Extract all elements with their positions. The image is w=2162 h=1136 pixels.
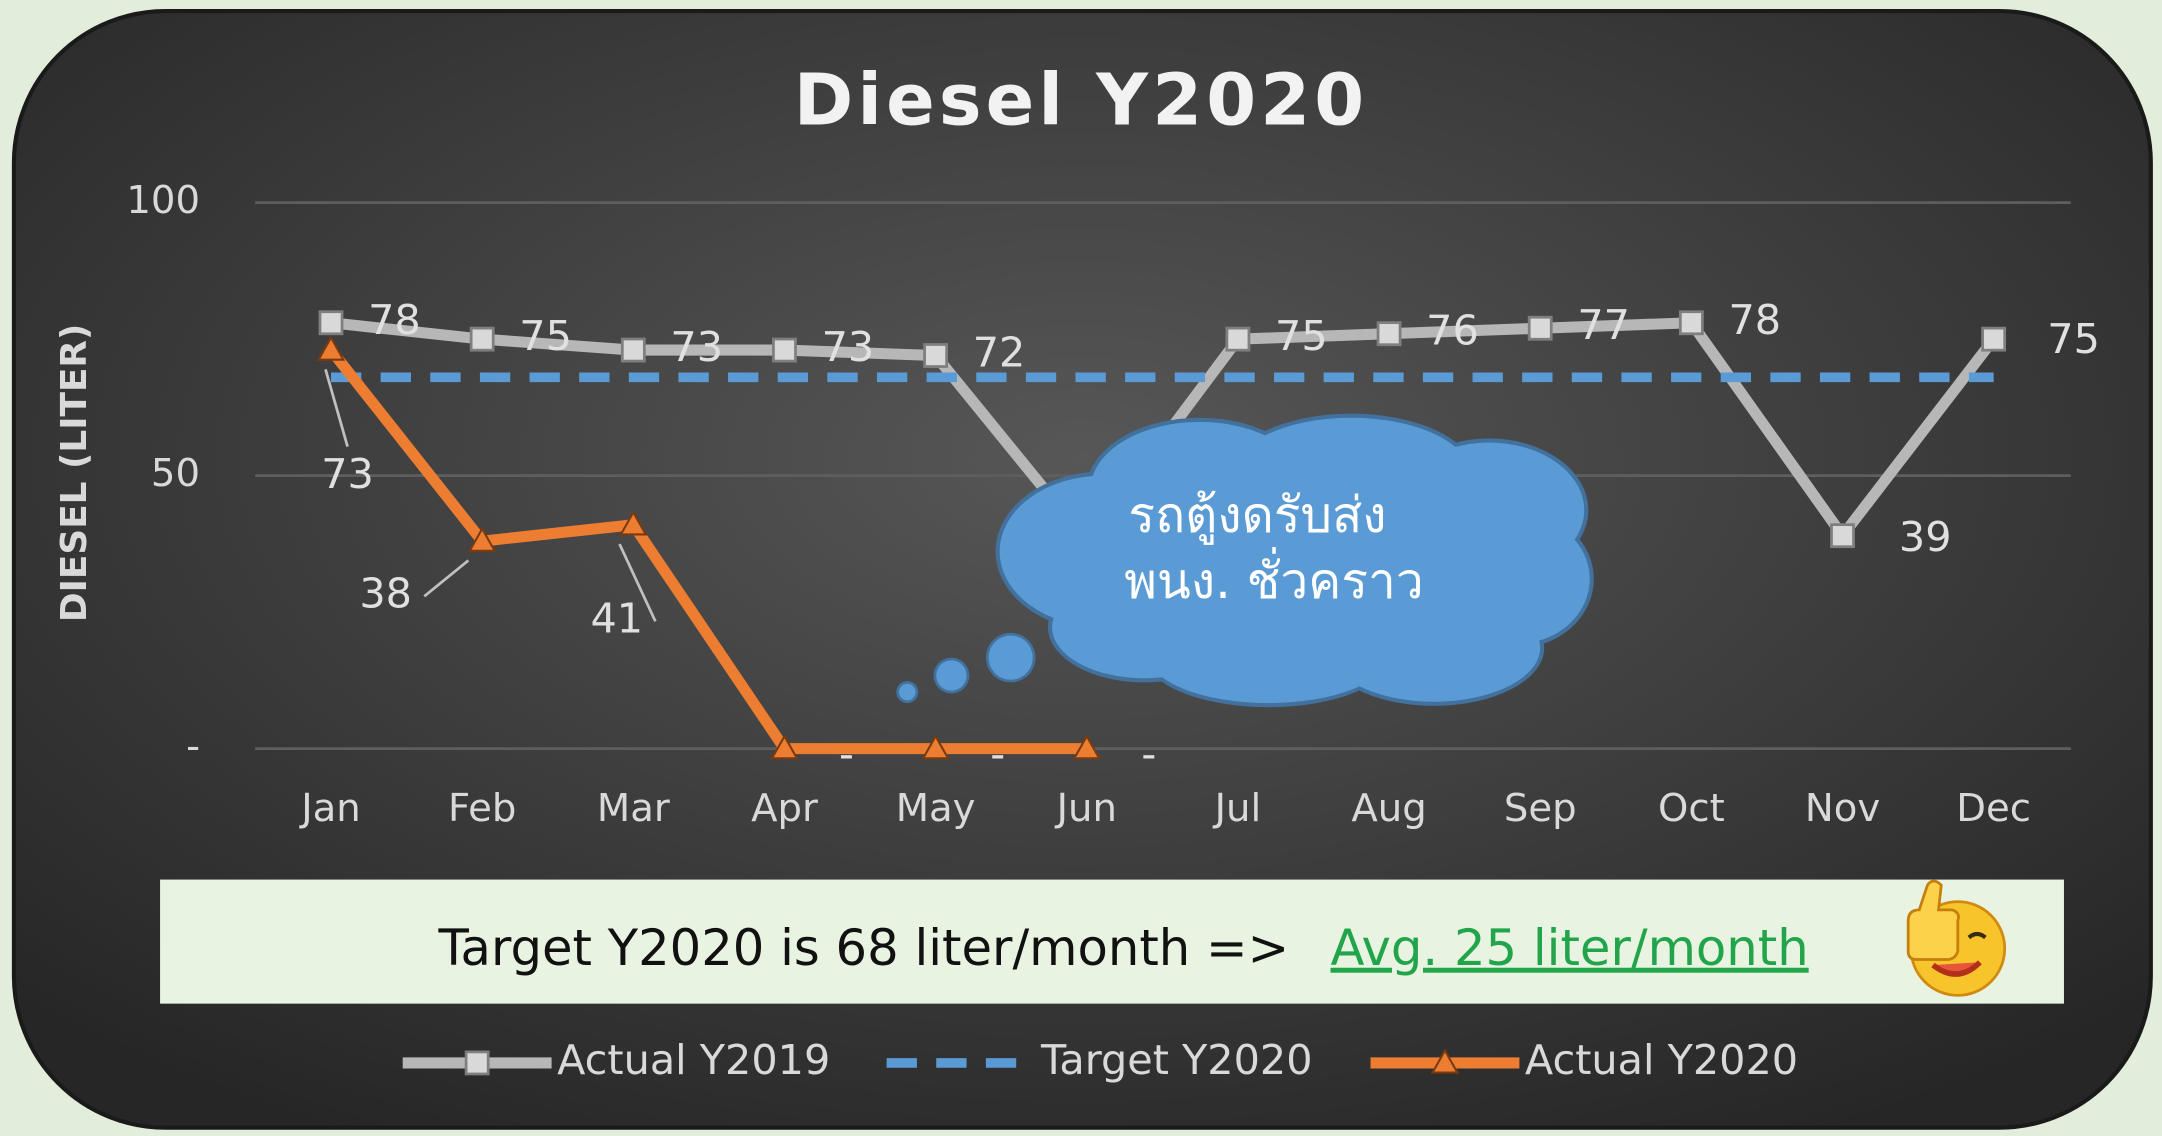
y-tick-label: - [186,724,200,769]
x-tick-label: Jan [299,786,361,831]
legend-item: Actual Y2019 [402,1036,830,1084]
point [1830,523,1855,549]
x-tick-label: Feb [448,786,516,831]
legend-item: Actual Y2020 [1370,1036,1798,1084]
data-label: 76 [1426,307,1479,355]
leader-line [423,559,470,598]
point [1225,326,1251,352]
x-tick-label: Sep [1504,786,1577,831]
y-axis-label: DIESEL (LITER) [54,324,95,623]
legend-label: Actual Y2019 [557,1036,830,1084]
data-label: 73 [321,450,374,498]
x-tick-label: Jul [1213,786,1262,831]
data-label: 75 [2047,315,2100,363]
point [923,343,949,368]
data-label: 73 [822,323,875,371]
data-label: - [990,730,1005,778]
data-label: - [1141,730,1156,778]
annotation-cloud: รถตู้งดรับส่ง พนง. ชั่วคราว [896,413,1594,708]
point [921,734,950,760]
point [1072,734,1101,760]
chart-title: Diesel Y2020 [794,57,1368,141]
data-label: 72 [973,329,1026,377]
data-label: 38 [359,569,412,617]
point [316,335,346,361]
x-tick-label: May [896,786,976,831]
data-label: 39 [1899,513,1952,561]
series: 78 75 73 73 72 75 76 77 78 39 75 [318,296,2100,561]
point [1527,315,1553,341]
point [619,510,648,536]
point [1376,321,1402,347]
data-label: - [839,730,854,778]
leader-line [618,543,657,622]
point [318,310,344,336]
x-tick-label: Apr [751,786,818,831]
legend-label: Actual Y2020 [1525,1036,1798,1084]
x-tick-label: Aug [1351,786,1426,831]
point [620,337,646,363]
data-label: 77 [1577,301,1630,349]
legend-marker [464,1050,490,1076]
annotation-line: พนง. ชั่วคราว [1124,547,1424,610]
plot: 78 75 73 73 72 75 76 77 78 39 75 73 38 41 - - - [316,296,2100,778]
point [1981,326,2007,352]
grid: - 50 100 Jan Feb Mar Apr May Jun Jul Aug Sep Oct Nov D… [126,178,2071,831]
x-tick-label: Oct [1658,786,1725,831]
x-tick-label: Jun [1055,786,1117,831]
thumbs-up-emoji [1906,879,2007,997]
legend-label: Target Y2020 [1040,1036,1313,1084]
legend-marker [1430,1048,1460,1074]
x-tick-label: Mar [597,786,670,831]
data-label: 78 [368,296,421,344]
legend: Actual Y2019 Target Y2020 Actual Y2020 [402,1036,1798,1084]
point [469,326,495,352]
banner-highlight: Avg. 25 liter/month [1331,919,1809,977]
data-label: 75 [519,312,572,360]
data-label: 41 [590,594,643,642]
annotation-line: รถตู้งดรับส่ง [1128,486,1386,545]
point [467,526,497,552]
leader-line [324,368,349,447]
banner [160,879,2064,1004]
data-label: 78 [1728,296,1781,344]
point [772,337,797,363]
series: 73 38 41 - - - [316,335,1156,778]
banner-text: Target Y2020 is 68 liter/month => [437,919,1289,977]
data-label: 73 [670,323,723,371]
x-tick-label: Dec [1956,786,2031,831]
point [1678,310,1704,336]
legend-item: Target Y2020 [886,1036,1313,1084]
y-tick-label: 50 [151,451,200,496]
data-label: 75 [1275,312,1328,360]
point [770,734,799,760]
x-tick-label: Nov [1805,786,1880,831]
y-tick-label: 100 [126,178,200,223]
series-line [326,346,1087,755]
